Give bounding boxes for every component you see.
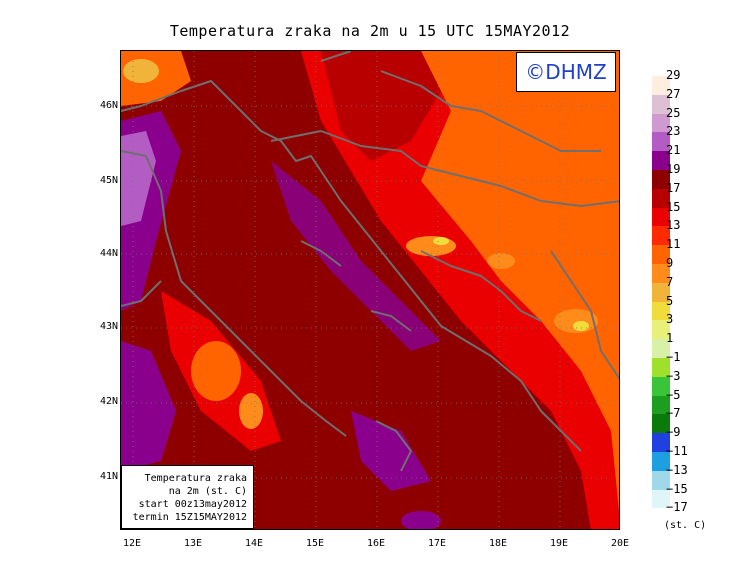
info-line-1: Temperatura zraka — [144, 473, 247, 484]
y-tick-45n: 45N — [99, 175, 118, 186]
dhmz-logo: ©DHMZ — [516, 52, 616, 92]
legend-label: 13 — [666, 218, 681, 233]
legend-label: −11 — [666, 444, 688, 458]
x-tick-16e: 16E — [366, 538, 386, 549]
legend-swatch — [652, 470, 670, 490]
legend-swatch — [652, 376, 670, 396]
y-tick-44n: 44N — [99, 248, 118, 259]
y-tick-43n: 43N — [99, 321, 118, 332]
info-box: Temperatura zraka na 2m (st. C) start 00… — [121, 465, 254, 529]
legend-swatch — [652, 207, 670, 227]
legend-label: 23 — [666, 124, 681, 139]
legend-label: −13 — [666, 462, 688, 477]
legend-label: −9 — [666, 425, 681, 440]
legend-label: −7 — [666, 406, 681, 421]
x-tick-15e: 15E — [305, 538, 325, 549]
legend-swatch — [652, 358, 670, 377]
legend-swatch — [652, 113, 670, 133]
legend-label: 15 — [666, 199, 681, 214]
legend-label: 5 — [666, 293, 674, 308]
y-tick-46n: 46N — [99, 100, 118, 111]
legend-swatch — [652, 282, 670, 302]
legend-swatch — [652, 301, 670, 321]
legend-swatch — [652, 395, 670, 415]
x-tick-19e: 19E — [549, 538, 569, 549]
x-tick-12e: 12E — [122, 538, 142, 549]
legend-label: 29 — [666, 68, 681, 82]
legend-label: 19 — [666, 162, 681, 176]
legend-swatch — [652, 339, 670, 358]
legend-swatch — [652, 94, 670, 114]
legend-swatch — [652, 264, 670, 283]
map-title: Temperatura zraka na 2m u 15 UTC 15MAY20… — [169, 22, 571, 40]
legend-units: (st. C) — [664, 520, 707, 531]
y-tick-42n: 42N — [99, 396, 118, 407]
legend-label: −1 — [666, 350, 681, 364]
legend-swatch — [652, 151, 670, 170]
legend-swatch — [652, 132, 670, 152]
map-canvas — [121, 51, 619, 529]
legend-swatch — [652, 433, 670, 452]
legend-swatch — [652, 489, 670, 509]
legend-swatch — [652, 170, 670, 189]
legend-label: 3 — [666, 312, 674, 327]
legend-label: −17 — [666, 500, 688, 515]
legend-label: 11 — [666, 237, 681, 252]
legend-label: −5 — [666, 387, 681, 402]
legend-label: 21 — [666, 143, 681, 158]
legend-label: 25 — [666, 105, 681, 120]
info-line-3: start 00z13may2012 — [138, 499, 247, 510]
legend-swatch — [652, 414, 670, 434]
legend-swatch — [652, 188, 670, 208]
legend-swatch — [652, 76, 670, 95]
temperature-map — [120, 50, 620, 530]
x-tick-17e: 17E — [427, 538, 447, 549]
legend-label: −3 — [666, 368, 681, 383]
legend-swatch — [652, 226, 670, 246]
info-line-2: na 2m (st. C) — [168, 486, 247, 497]
legend-label: 17 — [666, 180, 681, 195]
x-tick-13e: 13E — [183, 538, 203, 549]
x-tick-18e: 18E — [488, 538, 508, 549]
info-line-4: termin 15Z15MAY2012 — [132, 512, 247, 523]
legend-label: 27 — [666, 86, 681, 101]
legend-label: 7 — [666, 274, 674, 289]
legend-label: −15 — [666, 481, 688, 496]
x-tick-20e: 20E — [610, 538, 630, 549]
legend-swatch — [652, 245, 670, 264]
y-tick-41n: 41N — [99, 471, 118, 482]
legend-swatch — [652, 452, 670, 471]
legend-label: 9 — [666, 256, 674, 270]
legend-label: 1 — [666, 331, 674, 346]
legend-swatch — [652, 320, 670, 340]
x-tick-14e: 14E — [244, 538, 264, 549]
